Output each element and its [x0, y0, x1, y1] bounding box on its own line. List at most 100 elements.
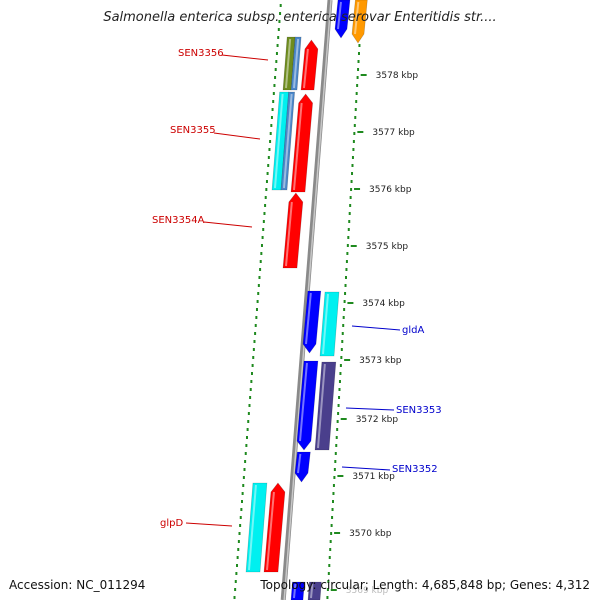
gc-dot [352, 148, 355, 151]
gc-dot [245, 436, 248, 439]
feature-glpD-cyan-shine [248, 484, 257, 571]
gc-dot [278, 20, 281, 23]
feature-bottom-purple[interactable] [307, 581, 322, 600]
gc-dot [327, 572, 330, 575]
feature-glpD-cyan[interactable] [245, 482, 268, 573]
gc-dot [243, 468, 246, 471]
gc-dot [261, 236, 264, 239]
gc-dot [268, 148, 271, 151]
feature-SEN3354A[interactable] [282, 192, 304, 269]
gc-dot [356, 84, 359, 87]
gc-dot [277, 28, 280, 31]
gc-dot [331, 508, 334, 511]
feature-SEN3355-shine [293, 102, 303, 191]
tick-label: 3574 kbp [362, 299, 405, 309]
gc-dot [249, 388, 252, 391]
tick-label: 3571 kbp [352, 472, 395, 482]
gc-dot [247, 420, 250, 423]
gc-dot [358, 44, 361, 47]
gene-label-SEN3354A[interactable]: SEN3354A [152, 215, 205, 226]
gc-dot [256, 300, 259, 303]
feature-SEN3356[interactable] [300, 39, 319, 91]
feature-bottom-blue[interactable] [290, 581, 305, 600]
map-title: Salmonella enterica subsp. enterica sero… [103, 10, 497, 25]
gc-dot [341, 340, 344, 343]
gc-dot [255, 308, 258, 311]
gc-dot [339, 364, 342, 367]
tick-label: 3575 kbp [366, 242, 409, 252]
gc-dot [344, 292, 347, 295]
gc-dot [244, 460, 247, 463]
gc-dot [260, 244, 263, 247]
gene-label-SEN3353[interactable]: SEN3353 [396, 405, 442, 416]
gc-dot [352, 140, 355, 143]
gc-dot [338, 396, 341, 399]
feature-glpD[interactable] [263, 482, 286, 573]
gene-label-SEN3356[interactable]: SEN3356 [178, 48, 224, 59]
gene-label-glpD[interactable]: glpD [160, 518, 183, 529]
tick-label: 3572 kbp [356, 415, 399, 425]
feature-SEN3355[interactable] [290, 93, 313, 193]
gc-dot [337, 412, 340, 415]
feature-top-blue-shine [337, 1, 342, 30]
gc-dot [332, 484, 335, 487]
gc-dot [274, 68, 277, 71]
feature-steel-2[interactable] [280, 91, 295, 191]
gc-dot [252, 348, 255, 351]
feature-gldA-left-shine [305, 292, 312, 345]
feature-steel[interactable] [290, 36, 302, 91]
gc-dot [245, 444, 248, 447]
feature-SEN3356-shine [303, 48, 309, 89]
gc-dot [264, 204, 267, 207]
gc-dot [237, 548, 240, 551]
gc-dot [265, 188, 268, 191]
gc-dot [357, 60, 360, 63]
gc-dot [348, 220, 351, 223]
accession-text: Accession: NC_011294 [9, 578, 146, 592]
gc-dot [262, 220, 265, 223]
gc-dot [349, 196, 352, 199]
gc-dot [341, 332, 344, 335]
gc-dot [348, 212, 351, 215]
gene-label-SEN3352[interactable]: SEN3352 [392, 464, 438, 475]
gc-dot [344, 284, 347, 287]
feature-SEN3352[interactable] [294, 451, 311, 483]
feature-top-orange-shine [354, 1, 360, 35]
gc-dot [257, 292, 260, 295]
feature-olive-shine [285, 38, 292, 89]
gene-labels: SEN3356 SEN3355 SEN3354A glpD gldA SEN3353 SEN… [152, 48, 442, 529]
gc-dot [343, 308, 346, 311]
gc-dot [346, 252, 349, 255]
gc-dot [342, 316, 345, 319]
feature-SEN3353-right[interactable] [314, 361, 337, 451]
feature-top-blue[interactable] [334, 0, 351, 39]
feature-SEN3353[interactable] [296, 360, 319, 451]
feature-gldA[interactable] [319, 291, 340, 357]
gc-dot [273, 84, 276, 87]
gc-dot [336, 428, 339, 431]
gc-dot [241, 500, 243, 503]
gene-label-gldA[interactable]: gldA [402, 325, 424, 336]
gc-dot [237, 540, 240, 543]
gc-dot [355, 100, 358, 103]
gc-dot [357, 68, 360, 71]
gc-dot [244, 452, 247, 455]
gc-dot [242, 476, 245, 479]
gc-dot [334, 460, 337, 463]
gc-dot [240, 508, 243, 511]
gc-dot [329, 540, 332, 543]
gc-dot [276, 44, 279, 47]
gc-dot [270, 116, 273, 119]
gc-dot [277, 36, 280, 39]
feature-gldA-left[interactable] [302, 290, 322, 354]
gene-leader-line [351, 325, 401, 331]
feature-steel-shine [293, 38, 300, 89]
tick-labels: 3578 kbp 3577 kbp 3576 kbp 3575 kbp 3574 kbp… [330, 71, 418, 596]
gc-dot [257, 284, 260, 287]
feature-top-orange[interactable] [351, 0, 368, 44]
gc-dot [269, 132, 272, 135]
gene-label-SEN3355[interactable]: SEN3355 [170, 125, 216, 136]
gc-dot [234, 588, 237, 591]
gc-dot [336, 420, 339, 423]
gc-dot [327, 580, 330, 583]
